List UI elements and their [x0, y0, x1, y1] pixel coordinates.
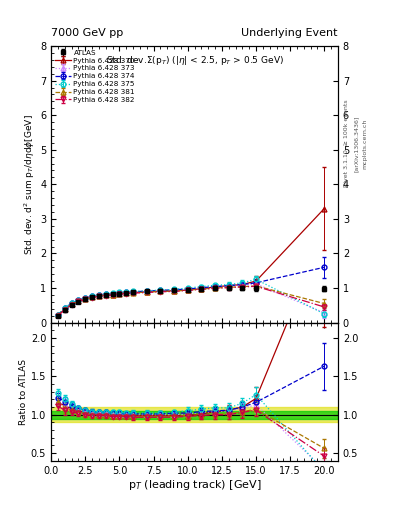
Legend: ATLAS, Pythia 6.428 370, Pythia 6.428 373, Pythia 6.428 374, Pythia 6.428 375, P: ATLAS, Pythia 6.428 370, Pythia 6.428 37…: [53, 48, 136, 104]
Text: [arXiv:1306.3436]: [arXiv:1306.3436]: [354, 115, 359, 172]
Text: 7000 GeV pp: 7000 GeV pp: [51, 28, 123, 38]
Bar: [51, 407, 338, 422]
Y-axis label: Ratio to ATLAS: Ratio to ATLAS: [19, 359, 28, 424]
Text: Underlying Event: Underlying Event: [241, 28, 338, 38]
Text: mcplots.cern.ch: mcplots.cern.ch: [363, 118, 368, 168]
Bar: [51, 411, 338, 419]
Y-axis label: Std. dev. d$^{2}$ sum p$_{T}$/d$\eta$d$\phi$[GeV]: Std. dev. d$^{2}$ sum p$_{T}$/d$\eta$d$\…: [23, 114, 37, 255]
Text: Std. dev.$\Sigma$(p$_T$) (|$\eta$| < 2.5, p$_T$ > 0.5 GeV): Std. dev.$\Sigma$(p$_T$) (|$\eta$| < 2.5…: [106, 54, 283, 68]
Text: Rivet 3.1.10, ≥ 100k events: Rivet 3.1.10, ≥ 100k events: [344, 99, 349, 187]
X-axis label: p$_{T}$ (leading track) [GeV]: p$_{T}$ (leading track) [GeV]: [128, 478, 261, 493]
